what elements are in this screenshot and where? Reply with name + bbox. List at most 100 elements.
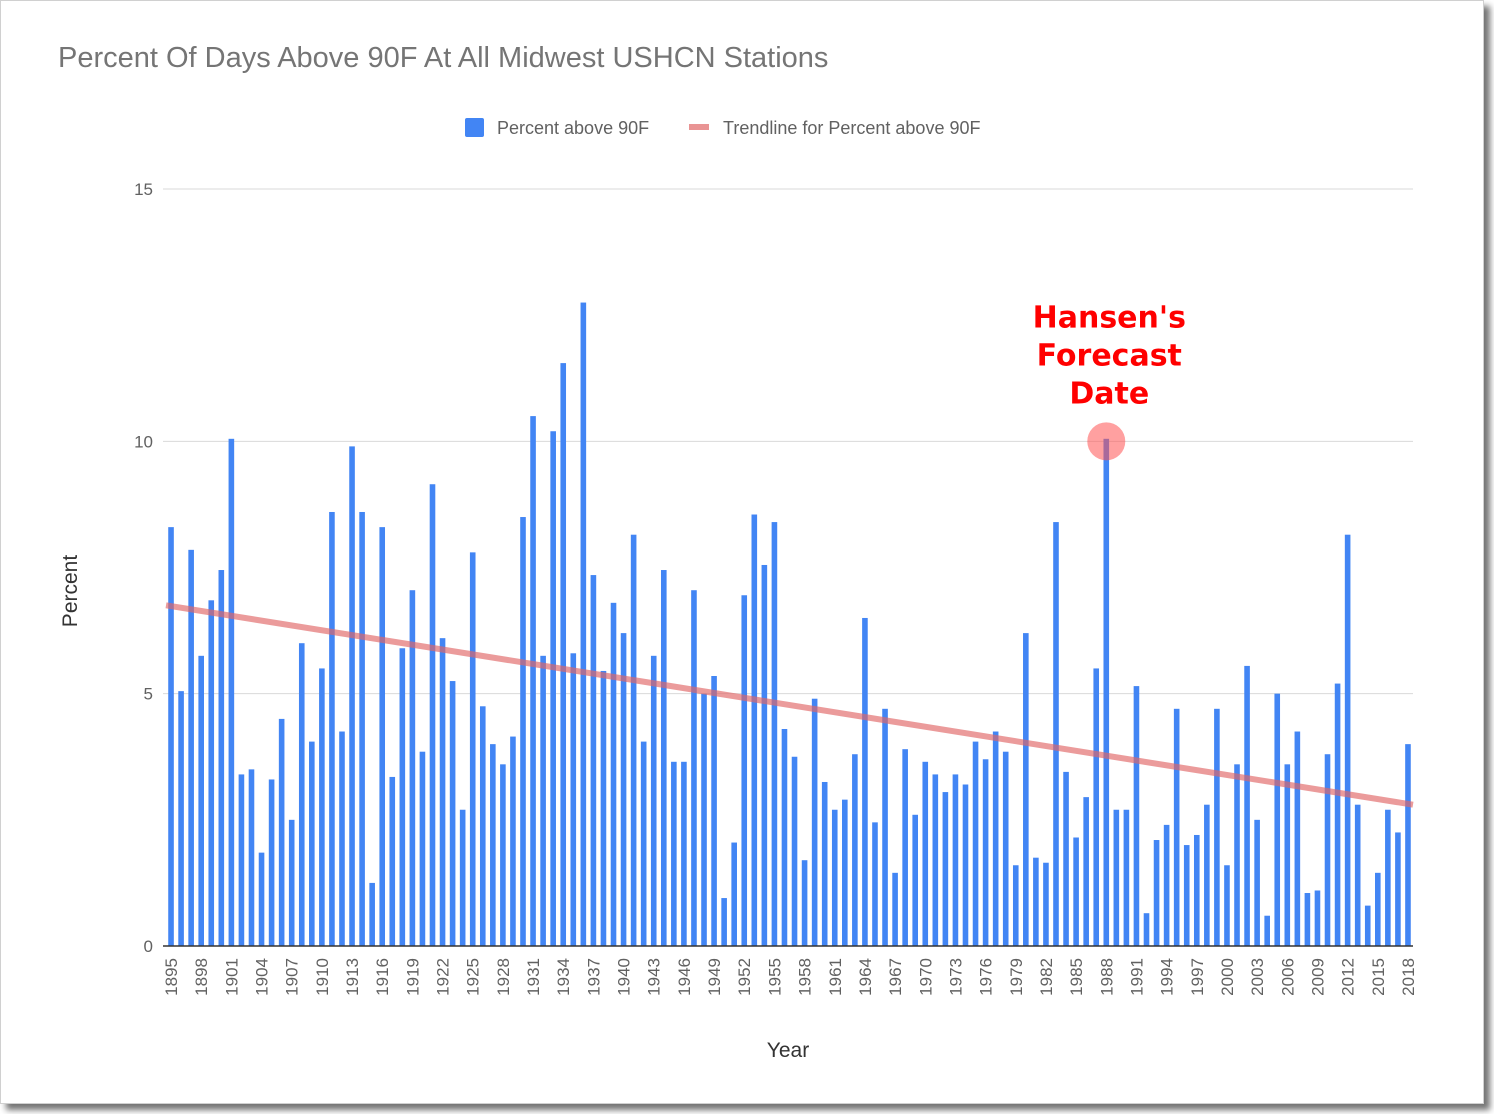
bar [1405, 744, 1411, 946]
bar [811, 698, 818, 946]
bar [1193, 834, 1200, 946]
bar [681, 761, 687, 946]
x-tick-label: 2006 [1278, 958, 1297, 996]
gridlines [163, 188, 1413, 695]
bar [691, 590, 697, 946]
bar [580, 302, 587, 946]
bar [1395, 832, 1401, 946]
bar [862, 617, 868, 946]
bar [540, 655, 546, 946]
bar [972, 741, 979, 946]
bar [912, 814, 919, 946]
bar [821, 781, 828, 946]
bar [701, 693, 707, 946]
bar [1073, 837, 1079, 946]
bar [1214, 708, 1220, 946]
bar [439, 638, 446, 946]
bar [168, 527, 174, 946]
bar [419, 751, 426, 946]
bar [1153, 840, 1160, 946]
bar [1294, 731, 1301, 946]
bar [992, 731, 999, 946]
bar [399, 648, 406, 946]
bar [339, 731, 345, 946]
bar [1204, 804, 1210, 946]
x-tick-label: 2003 [1248, 958, 1267, 996]
bar [248, 769, 255, 946]
bar [530, 416, 536, 947]
bar [1334, 683, 1341, 946]
bar [1163, 824, 1170, 946]
x-tick-label: 1895 [162, 958, 181, 996]
y-axis-title: Percent [59, 555, 82, 628]
bar [1002, 751, 1009, 946]
legend-label-trendline: Trendline for Percent above 90F [723, 118, 980, 138]
x-tick-label: 2000 [1218, 958, 1237, 996]
bar [771, 522, 778, 946]
bar [892, 872, 898, 946]
bar [329, 511, 335, 946]
bar [741, 595, 748, 946]
bar [952, 774, 959, 946]
x-tick-label: 1958 [796, 958, 815, 996]
x-tick-label: 1937 [584, 958, 603, 996]
bar [1133, 686, 1140, 946]
bar [801, 860, 808, 946]
bar [872, 822, 878, 946]
bar [1274, 693, 1281, 946]
x-tick-label: 2015 [1369, 958, 1388, 996]
y-tick-label: 10 [134, 432, 153, 451]
bar [490, 744, 496, 946]
annotation-line-2: Forecast [1037, 338, 1182, 373]
bar [208, 600, 215, 946]
x-tick-label: 1901 [222, 958, 241, 996]
bar [831, 809, 838, 946]
bar [1224, 865, 1230, 946]
x-tick-label: 1952 [735, 958, 754, 996]
bar [319, 668, 325, 946]
x-tick-label: 1913 [343, 958, 362, 996]
bar [842, 799, 848, 946]
bar [1284, 764, 1291, 946]
x-tick-label: 1898 [192, 958, 211, 996]
bar [671, 761, 677, 946]
annotation-marker [1087, 422, 1126, 461]
x-tick-label: 1955 [765, 958, 784, 996]
bar [590, 575, 597, 946]
bar [278, 718, 285, 946]
bar-series [168, 302, 1411, 947]
bar [449, 681, 456, 946]
bar [298, 643, 305, 946]
legend: Percent above 90F Trendline for Percent … [465, 118, 980, 138]
bar [1173, 708, 1180, 946]
bar [731, 842, 737, 946]
bar [1314, 890, 1321, 946]
bar [570, 653, 577, 946]
chart-title: Percent Of Days Above 90F At All Midwest… [58, 42, 828, 74]
bar [459, 809, 466, 946]
bar [942, 792, 949, 946]
legend-swatch-trendline [689, 124, 709, 130]
bar [1364, 905, 1371, 946]
x-tick-label: 2009 [1308, 958, 1327, 996]
x-axis-title: Year [767, 1039, 809, 1062]
bar [982, 759, 989, 946]
bar [1375, 872, 1381, 946]
bar [1234, 764, 1240, 946]
bar [1083, 797, 1089, 946]
trendline [165, 602, 1414, 808]
bar [902, 749, 908, 946]
x-tick-label: 1916 [373, 958, 392, 996]
x-tick-label: 1910 [313, 958, 332, 996]
x-tick-label: 1961 [826, 958, 845, 996]
bar [1324, 754, 1331, 946]
x-tick-label: 1964 [856, 958, 875, 996]
bar [560, 363, 567, 946]
hansen-annotation: Hansen's Forecast Date [1033, 300, 1186, 461]
bar [389, 776, 396, 946]
bar [218, 570, 225, 946]
y-tick-label: 5 [144, 685, 153, 704]
y-tick-labels: 0 5 10 15 [134, 180, 153, 956]
x-tick-label: 1949 [705, 958, 724, 996]
